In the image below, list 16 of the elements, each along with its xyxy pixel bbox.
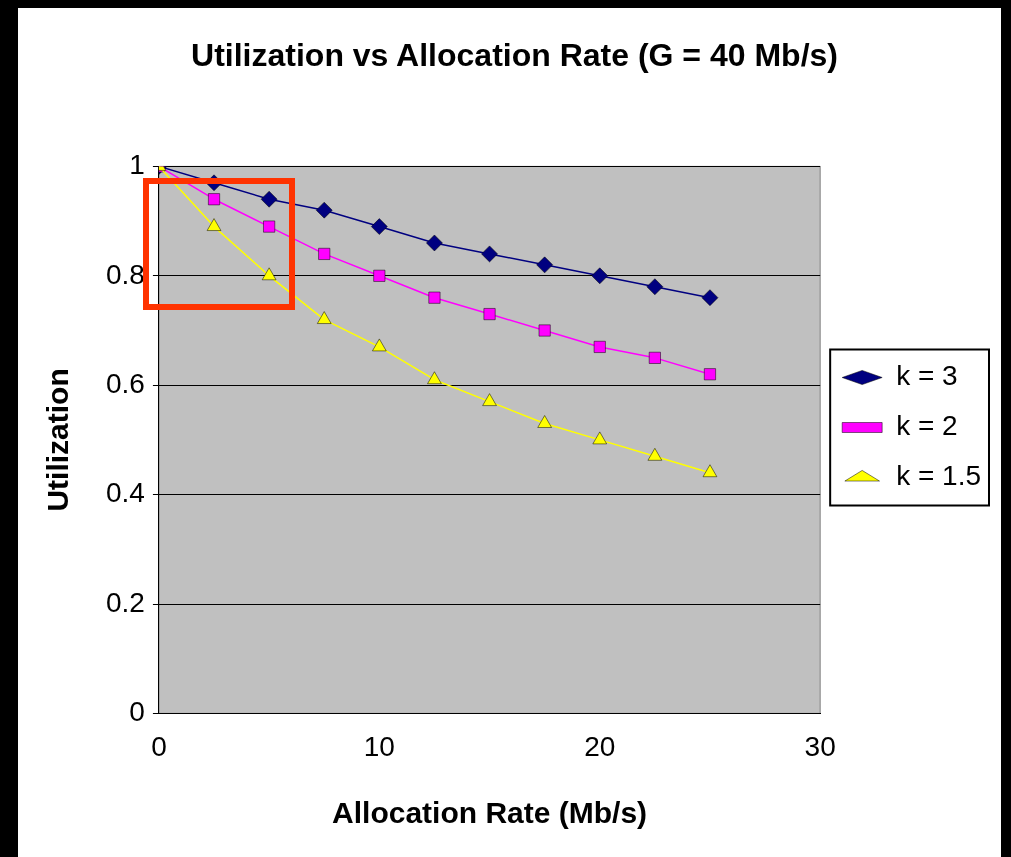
x-tick-label: 30	[804, 730, 836, 762]
x-tick-label: 20	[584, 730, 616, 762]
y-tick-label: 0.8	[105, 258, 145, 290]
y-tick-label: 0.6	[105, 367, 145, 399]
y-tick-label: 0	[129, 696, 145, 728]
chart-title: Utilization vs Allocation Rate (G = 40 Mb/s)	[191, 37, 838, 74]
legend-label: k = 3	[896, 360, 958, 392]
x-tick-label: 0	[151, 730, 167, 762]
x-tick-label: 10	[363, 730, 395, 762]
legend-label: k = 2	[896, 410, 958, 442]
x-axis-title: Allocation Rate (Mb/s)	[332, 796, 648, 830]
y-tick-label: 1	[129, 149, 145, 181]
legend-label: k = 1.5	[896, 460, 982, 492]
y-tick-label: 0.2	[105, 586, 145, 618]
y-axis-title: Utilization	[41, 368, 75, 512]
y-tick-label: 0.4	[105, 477, 145, 509]
